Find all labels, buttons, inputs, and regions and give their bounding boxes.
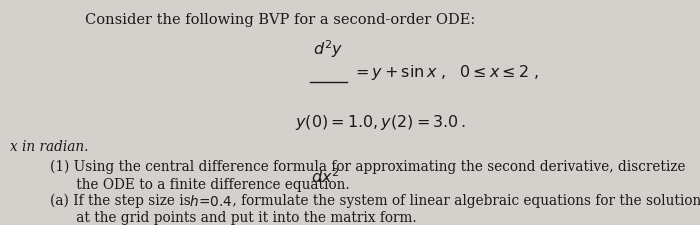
Text: $d^{2}y$: $d^{2}y$ [313,38,344,60]
Text: $dx^{2}$: $dx^{2}$ [311,167,340,186]
Text: (1) Using the central difference formula for approximating the second derivative: (1) Using the central difference formula… [50,160,685,174]
Text: $=y+\sin x\ ,\ \ 0\leq x\leq 2\ ,$: $=y+\sin x\ ,\ \ 0\leq x\leq 2\ ,$ [352,63,539,83]
Text: x in radian.: x in radian. [10,140,88,154]
Text: , formulate the system of linear algebraic equations for the solution: , formulate the system of linear algebra… [228,194,700,208]
Text: Consider the following BVP for a second-order ODE:: Consider the following BVP for a second-… [85,13,475,27]
Text: (a) If the step size is: (a) If the step size is [50,194,195,208]
Text: $h\!=\!0.4$: $h\!=\!0.4$ [189,194,233,209]
Text: at the grid points and put it into the matrix form.: at the grid points and put it into the m… [50,211,416,225]
Text: $y(0)=1.0,y(2)=3.0\,.$: $y(0)=1.0,y(2)=3.0\,.$ [295,113,466,133]
Text: the ODE to a finite difference equation.: the ODE to a finite difference equation. [50,178,349,192]
